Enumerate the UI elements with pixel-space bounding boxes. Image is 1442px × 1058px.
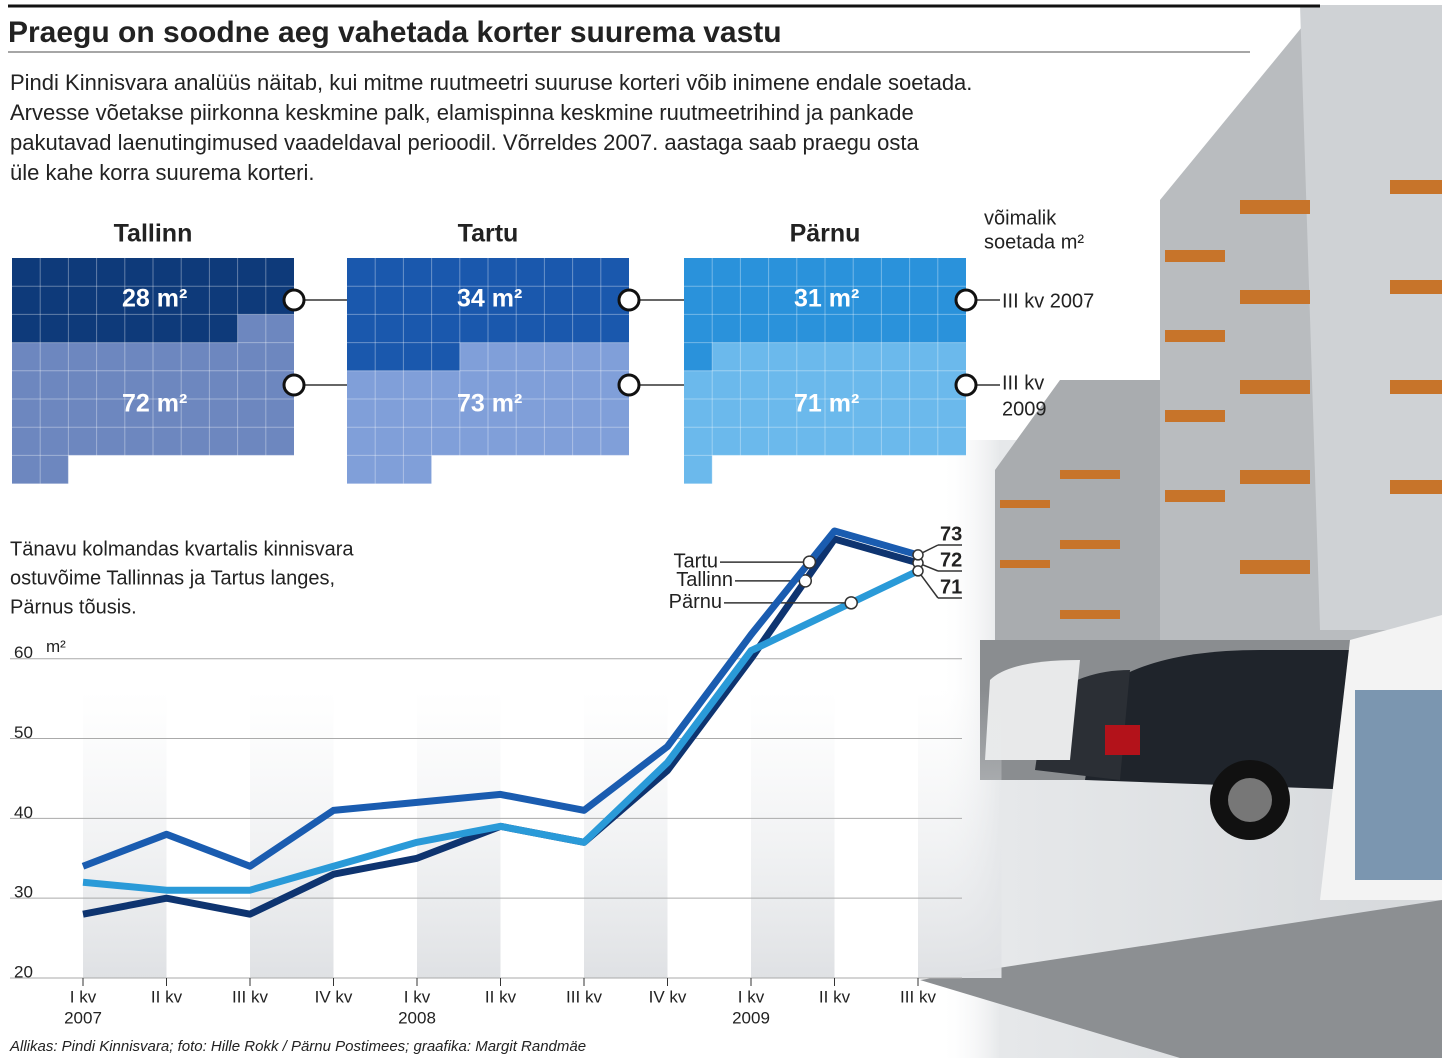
value-label: 31 m²: [794, 285, 859, 313]
intro-line: pakutavad laenutingimused vaadeldaval pe…: [10, 130, 920, 155]
callout-dot: [798, 574, 813, 588]
year-label: 2008: [398, 1008, 436, 1027]
y-tick-label: 30: [14, 883, 33, 902]
x-tick-label: II kv: [819, 987, 851, 1006]
x-tick-label: II kv: [151, 987, 183, 1006]
connector-dot: [282, 288, 306, 312]
x-tick-label: III kv: [566, 987, 602, 1006]
city-name: Pärnu: [790, 220, 861, 248]
source: Allikas: Pindi Kinnisvara; foto: Hille R…: [9, 1038, 586, 1055]
callout-dot: [802, 555, 817, 569]
y-tick-label: 20: [14, 962, 33, 981]
end-label: 72: [940, 549, 962, 571]
column-band: [751, 690, 835, 978]
column-band: [250, 690, 334, 978]
x-tick-label: III kv: [900, 987, 936, 1006]
value-label: 34 m²: [457, 285, 522, 313]
intro-line: Pindi Kinnisvara analüüs näitab, kui mit…: [10, 70, 972, 95]
x-tick-label: I kv: [404, 987, 431, 1006]
legend-title: võimalik: [984, 207, 1057, 229]
value-label: 28 m²: [122, 285, 187, 313]
period-label: 2009: [1002, 398, 1047, 420]
value-label: 71 m²: [794, 390, 859, 418]
legend-label: Pärnu: [669, 591, 722, 613]
x-tick-label: I kv: [738, 987, 765, 1006]
value-label: 72 m²: [122, 390, 187, 418]
series-line: [81, 527, 919, 870]
chart-title: ostuvõime Tallinnas ja Tartus langes,: [10, 567, 335, 589]
x-tick-label: IV kv: [315, 987, 353, 1006]
x-tick-label: II kv: [485, 987, 517, 1006]
connector-dot: [954, 288, 978, 312]
city-name: Tartu: [458, 220, 519, 248]
end-label: 73: [940, 523, 962, 545]
column-band: [83, 690, 167, 978]
connector-dot: [954, 373, 978, 397]
title: Praegu on soodne aeg vahetada korter suu…: [8, 16, 782, 49]
value-label: 73 m²: [457, 390, 522, 418]
x-tick-label: I kv: [70, 987, 97, 1006]
connector-dot: [617, 288, 641, 312]
year-label: 2007: [64, 1008, 102, 1027]
legend-title: soetada m²: [984, 231, 1084, 253]
y-unit: m²: [46, 637, 66, 656]
year-label: 2009: [732, 1008, 770, 1027]
chart-title: Tänavu kolmandas kvartalis kinnisvara: [10, 538, 354, 560]
end-label: 71: [940, 576, 962, 598]
intro-line: Arvesse võetakse piirkonna keskmine palk…: [10, 100, 914, 125]
end-dot: [912, 549, 924, 561]
end-dot: [912, 565, 924, 577]
column-band: [918, 690, 1002, 978]
y-tick-label: 60: [14, 643, 33, 662]
y-tick-label: 40: [14, 803, 33, 822]
x-tick-label: IV kv: [649, 987, 687, 1006]
area-squares: [12, 258, 294, 343]
connector-dot: [617, 373, 641, 397]
callout-dot: [844, 596, 858, 610]
legend-label: Tartu: [674, 550, 718, 572]
x-tick-label: III kv: [232, 987, 268, 1006]
period-label: III kv: [1002, 372, 1044, 394]
area-squares: [347, 258, 629, 371]
intro-line: üle kahe korra suurema korteri.: [10, 160, 314, 185]
photo: [920, 5, 1442, 1058]
city-name: Tallinn: [114, 220, 193, 248]
area-squares: [684, 258, 966, 371]
y-tick-label: 50: [14, 723, 33, 742]
legend-label: Tallinn: [676, 569, 733, 591]
connector-dot: [282, 373, 306, 397]
chart-title: Pärnus tõusis.: [10, 596, 137, 618]
series-line: [82, 567, 920, 894]
period-label: III kv 2007: [1002, 290, 1094, 312]
